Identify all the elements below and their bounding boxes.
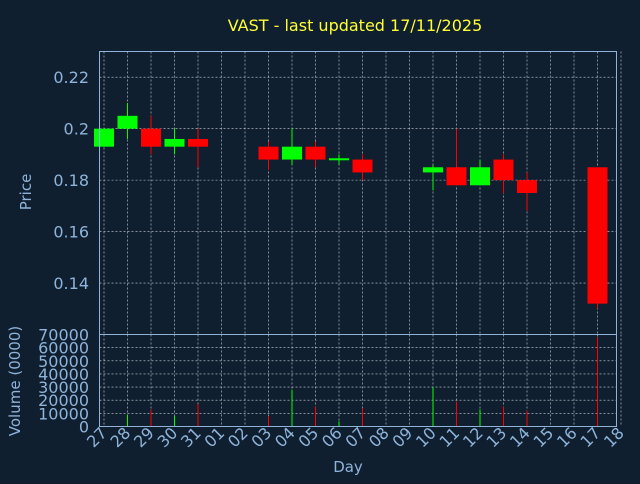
volume-axis-label: Volume (0000) [6, 326, 24, 436]
price-y-tick-label: 0.18 [53, 171, 89, 190]
candle-body [282, 146, 302, 160]
volume-bars [127, 337, 598, 427]
volume-plot-frame [99, 334, 617, 427]
volume-y-tick-label: 20000 [38, 391, 89, 410]
candle-body [117, 115, 138, 129]
candle-body [446, 167, 467, 186]
candle-body [352, 159, 373, 173]
x-tick-labels: 2728293031010203040506070809101112131415… [83, 423, 628, 451]
price-y-tick-label: 0.2 [64, 120, 89, 139]
volume-y-tick-label: 60000 [38, 339, 89, 358]
candle-body [470, 167, 490, 186]
candle-body [188, 138, 208, 147]
candle-body [517, 180, 537, 193]
candle-body [258, 146, 279, 160]
price-axis-label: Price [17, 174, 35, 211]
price-y-tick-labels: 0.14 0.16 0.18 0.2 0.22 [53, 68, 89, 293]
candle-body [493, 159, 514, 181]
volume-y-tick-label: 50000 [38, 352, 89, 371]
volume-y-tick-label: 70000 [38, 326, 89, 345]
candle-body [329, 158, 349, 161]
candle-body [164, 138, 185, 147]
candle-body [141, 128, 161, 147]
volume-y-tick-label: 30000 [38, 378, 89, 397]
price-candles [94, 102, 608, 309]
price-y-tick-label: 0.22 [53, 68, 89, 87]
price-y-tick-label: 0.16 [53, 223, 89, 242]
volume-y-tick-label: 0 [79, 418, 89, 437]
volume-y-tick-label: 10000 [38, 404, 89, 423]
price-panel: 0.14 0.16 0.18 0.2 0.22 Price [17, 51, 622, 335]
candle-body [587, 167, 608, 304]
price-y-tick-label: 0.14 [53, 274, 89, 293]
candle-body [305, 146, 326, 160]
candle-body [94, 128, 114, 147]
x-axis-label: Day [333, 458, 363, 476]
candle-body [423, 167, 443, 173]
volume-y-tick-label: 40000 [38, 365, 89, 384]
chart-title: VAST - last updated 17/11/2025 [228, 16, 483, 35]
